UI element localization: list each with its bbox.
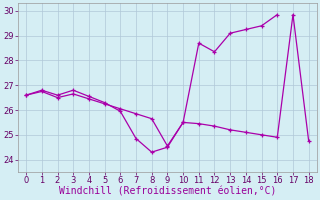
X-axis label: Windchill (Refroidissement éolien,°C): Windchill (Refroidissement éolien,°C) bbox=[59, 187, 276, 197]
